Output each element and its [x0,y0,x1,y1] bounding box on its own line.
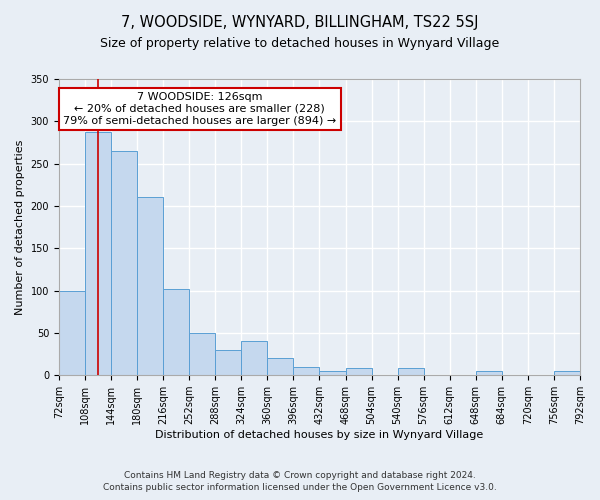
Text: Contains public sector information licensed under the Open Government Licence v3: Contains public sector information licen… [103,484,497,492]
X-axis label: Distribution of detached houses by size in Wynyard Village: Distribution of detached houses by size … [155,430,484,440]
Bar [293,367,319,375]
Bar [241,342,268,375]
Text: 7, WOODSIDE, WYNYARD, BILLINGHAM, TS22 5SJ: 7, WOODSIDE, WYNYARD, BILLINGHAM, TS22 5… [121,15,479,30]
Bar [215,350,241,375]
Text: Contains HM Land Registry data © Crown copyright and database right 2024.: Contains HM Land Registry data © Crown c… [124,471,476,480]
Bar [554,371,580,375]
Bar [398,368,424,375]
Bar [85,132,111,375]
Bar [111,151,137,375]
Y-axis label: Number of detached properties: Number of detached properties [15,140,25,315]
Bar [137,198,163,375]
Text: 7 WOODSIDE: 126sqm
← 20% of detached houses are smaller (228)
79% of semi-detach: 7 WOODSIDE: 126sqm ← 20% of detached hou… [63,92,336,126]
Bar [59,290,85,375]
Bar [268,358,293,375]
Text: Size of property relative to detached houses in Wynyard Village: Size of property relative to detached ho… [100,38,500,51]
Bar [346,368,371,375]
Bar [319,371,346,375]
Bar [189,333,215,375]
Bar [476,371,502,375]
Bar [163,289,189,375]
